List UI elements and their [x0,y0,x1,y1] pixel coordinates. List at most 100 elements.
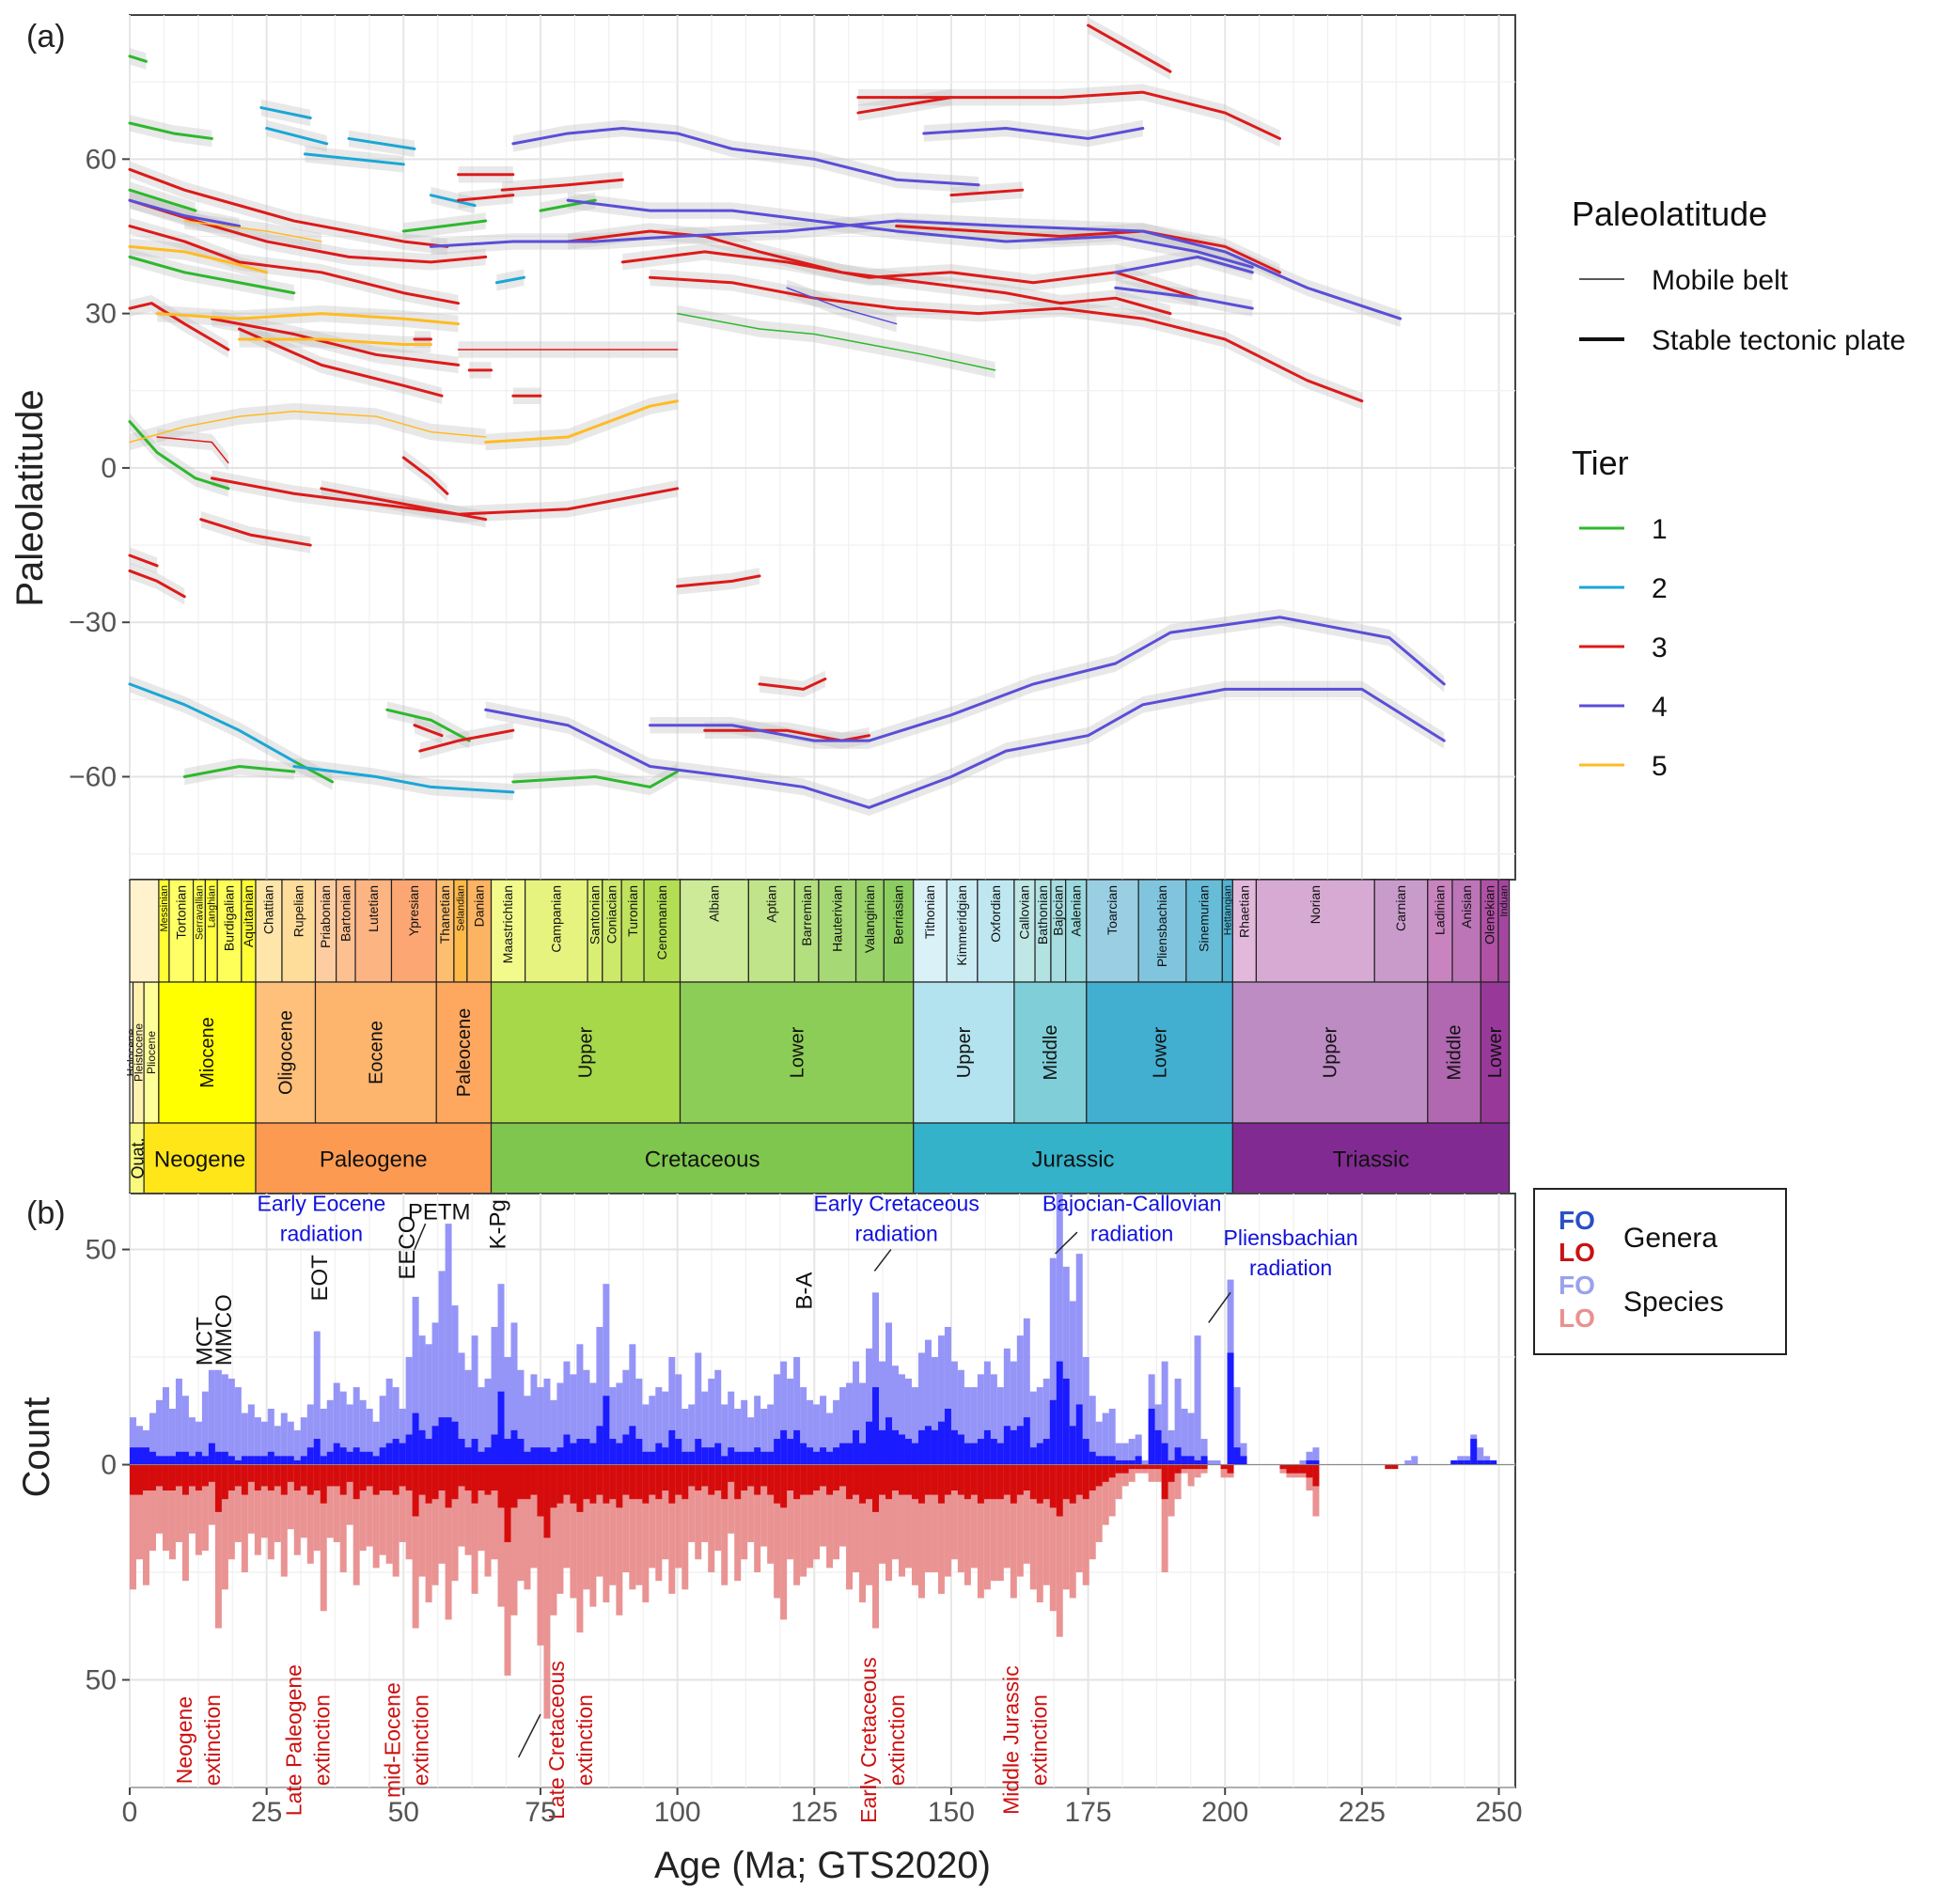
bar-lo-species [464,1464,472,1555]
bar-fo-species [458,1352,465,1465]
y-tick-label: 50 [86,1235,117,1266]
bar-lo-species [267,1464,274,1560]
bar-fo-genera [701,1447,709,1465]
bar-lo-species [1075,1464,1083,1573]
bar-fo-genera [917,1429,925,1465]
timescale-stage-cell [883,879,915,983]
bar-lo-genera [767,1464,775,1495]
bar-fo-genera [1464,1459,1471,1465]
paleolatitude-line-tier-1 [511,770,680,788]
bar-lo-species [1095,1464,1103,1542]
bar-fo-genera [629,1426,636,1465]
bar-lo-species [866,1464,873,1585]
panel-b-ticks: 50 0 50 0 25 50 75 100 125 150 175 200 225 250 [86,1235,1523,1828]
timescale-period-cell [1231,1122,1511,1194]
bar-lo-species [990,1464,997,1582]
bar-lo-genera [247,1464,255,1482]
bar-fo-species [135,1426,143,1465]
bar-lo-species [760,1464,768,1547]
bar-lo-species [346,1464,353,1525]
bar-fo-species [1161,1361,1168,1465]
bar-fo-genera [208,1443,215,1465]
bar-fo-species [826,1412,834,1465]
radiation-annotation: radiation [855,1221,938,1245]
legend-fo-genera: FO [1559,1206,1595,1235]
uncertainty-ribbon [184,757,294,786]
bar-lo-genera [346,1464,353,1482]
bar-lo-genera [990,1464,997,1500]
stage-label: Barremian [799,885,814,946]
bar-lo-species [1187,1464,1195,1487]
timescale-epoch-cell [255,981,317,1124]
y-tick-label: −60 [69,761,117,792]
bar-lo-genera [333,1464,340,1487]
period-label: Paleogene [320,1147,428,1173]
bar-fo-genera [872,1387,880,1465]
bar-fo-species [1187,1412,1195,1465]
bar-fo-genera [767,1451,775,1465]
bar-fo-species [214,1369,222,1465]
bar-lo-species [603,1464,610,1603]
bar-lo-genera [478,1464,485,1490]
bar-fo-genera [970,1443,978,1465]
bar-lo-genera [728,1464,735,1482]
bar-fo-genera [524,1451,531,1465]
bar-lo-genera [399,1464,406,1487]
bar-lo-genera [754,1464,761,1495]
bar-fo-species [950,1361,958,1465]
bar-lo-species [1312,1464,1320,1517]
bar-fo-species [208,1369,215,1465]
bar-lo-species [944,1464,951,1577]
bar-lo-species [596,1464,603,1577]
bar-lo-species [1082,1464,1089,1585]
bar-fo-species [326,1399,334,1465]
bar-lo-genera [1115,1464,1122,1474]
bar-fo-species [898,1374,905,1465]
bar-lo-genera [162,1464,169,1490]
bar-fo-species [405,1357,413,1465]
uncertainty-ribbon [923,119,1143,148]
bar-fo-genera [320,1456,327,1465]
bar-fo-species [622,1369,630,1465]
bar-lo-species [405,1464,413,1560]
paleolatitude-line-tier-3 [758,677,827,691]
bar-fo-genera [1003,1426,1011,1465]
paleolatitude-line-tier-3 [156,436,229,464]
bar-fo-genera [1187,1456,1195,1465]
bar-lo-species [721,1464,729,1585]
bar-fo-species [234,1387,242,1465]
bar-lo-species [1174,1464,1182,1500]
x-axis-label: Age (Ma; GTS2020) [654,1845,991,1886]
stage-label: Burdigalian [222,885,237,951]
bar-lo-species [1102,1464,1109,1525]
bar-lo-genera [1049,1464,1057,1508]
bar-fo-genera [1075,1404,1083,1465]
bar-lo-genera [175,1464,182,1487]
legend-species-label: Species [1623,1287,1724,1318]
annotation-leader [1208,1291,1231,1323]
x-tick-label: 100 [654,1797,701,1828]
bar-lo-genera [405,1464,413,1490]
bar-fo-genera [1115,1459,1122,1465]
radiation-annotation: Early Eocene [258,1191,386,1215]
extinction-annotation: Late Cretaceous [544,1661,569,1819]
bar-fo-species [1411,1456,1418,1465]
panel-b-label: (b) [26,1195,66,1231]
bar-fo-genera [1240,1456,1247,1465]
radiation-annotation: Early Cretaceous [813,1191,979,1215]
stage-label: Turonian [625,885,640,937]
timescale-stage-cell [216,879,243,983]
paleolatitude-line-tier-3 [128,225,461,305]
bar-fo-genera [556,1447,564,1465]
bar-lo-species [162,1464,169,1552]
bar-lo-species [313,1464,321,1552]
bar-lo-species [1108,1464,1116,1517]
bar-lo-genera [996,1464,1004,1500]
epoch-label: Upper [1321,1026,1341,1078]
bar-lo-genera [662,1464,669,1490]
paleolatitude-line-tier-5 [183,220,322,242]
bar-fo-genera [950,1429,958,1465]
bar-fo-genera [1181,1456,1188,1465]
bar-fo-species [996,1387,1004,1465]
annotation-leader [1055,1231,1078,1255]
